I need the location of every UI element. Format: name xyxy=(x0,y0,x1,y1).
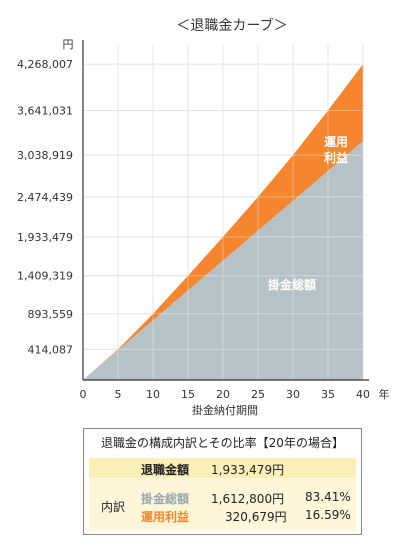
y-tick-label: 1,409,319 xyxy=(17,270,73,283)
breakdown-body: 退職金額 1,933,479円 内訳 掛金総額 1,612,800円 83.41… xyxy=(89,458,356,531)
series-label-contribution: 掛金総額 xyxy=(268,277,316,292)
y-tick-label: 2,474,439 xyxy=(17,191,73,204)
y-tick-labels: 414,087 893,559 1,409,319 1,933,479 2,474,43… xyxy=(17,58,73,356)
x-tick-label: 30 xyxy=(286,388,300,401)
retirement-curve-chart: ＜退職金カーブ＞ 円 414,087 893,559 1,409,319 1,933,… xyxy=(17,17,390,417)
chart-axes xyxy=(82,40,369,381)
x-tick-labels: 0 5 10 15 20 25 30 35 40 xyxy=(80,388,371,401)
y-tick-label: 3,038,919 xyxy=(17,149,73,162)
x-tick-label: 5 xyxy=(115,388,122,401)
total-value: 1,933,479円 xyxy=(211,463,285,477)
y-tick-label: 414,087 xyxy=(28,343,74,356)
y-tick-label: 1,933,479 xyxy=(17,231,73,244)
profit-value: 320,679円 xyxy=(225,510,287,524)
chart-areas xyxy=(83,44,364,380)
x-tick-label: 25 xyxy=(251,388,265,401)
chart-title: ＜退職金カーブ＞ xyxy=(176,17,287,34)
x-axis-label: 掛金納付期間 xyxy=(192,403,258,417)
x-tick-label: 40 xyxy=(356,388,370,401)
contribution-label: 掛金総額 xyxy=(141,492,190,506)
series-label-profit: 利益 xyxy=(324,150,348,165)
x-tick-label: 35 xyxy=(321,388,335,401)
x-tick-label: 15 xyxy=(181,388,195,401)
y-tick-label: 893,559 xyxy=(28,308,74,321)
total-row: 退職金額 1,933,479円 xyxy=(89,458,356,478)
breakdown-group-label: 内訳 xyxy=(101,500,126,514)
y-tick-label: 3,641,031 xyxy=(17,105,73,118)
profit-percent: 16.59% xyxy=(305,508,351,522)
contribution-value: 1,612,800円 xyxy=(211,492,285,506)
x-tick-label: 20 xyxy=(216,388,230,401)
y-unit-label: 円 xyxy=(63,38,74,51)
series-label-profit: 運用 xyxy=(324,135,348,149)
contribution-percent: 83.41% xyxy=(305,490,351,504)
area-contribution xyxy=(83,141,363,380)
x-tick-label: 10 xyxy=(146,388,160,401)
breakdown-title: 退職金の構成内訳とその比率【20年の場合】 xyxy=(101,436,344,450)
x-tick-label: 0 xyxy=(80,388,87,401)
profit-label: 運用利益 xyxy=(141,510,190,524)
y-tick-label: 4,268,007 xyxy=(17,58,73,71)
series-labels: 掛金総額 運用利益 xyxy=(268,135,348,292)
total-label: 退職金額 xyxy=(141,463,190,477)
breakdown-table: 退職金の構成内訳とその比率【20年の場合】 退職金額 1,933,479円 内訳… xyxy=(83,428,362,535)
x-unit-label: 年 xyxy=(379,387,390,401)
